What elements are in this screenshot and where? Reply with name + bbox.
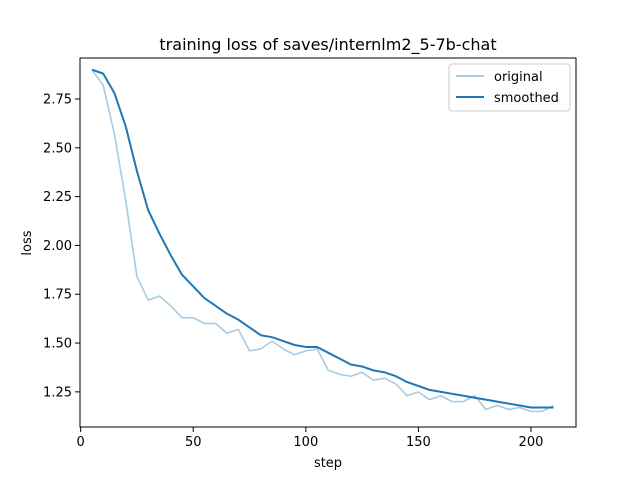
y-axis-ticks: 1.25 1.50 1.75 2.00 2.25 2.50 2.75	[43, 93, 80, 400]
y-axis-label: loss	[20, 230, 35, 255]
y-tick-label: 2.50	[43, 141, 72, 156]
legend: original smoothed	[448, 63, 571, 112]
x-tick-label: 100	[293, 435, 318, 450]
x-tick-label: 200	[519, 435, 544, 450]
y-tick-label: 1.75	[43, 288, 72, 303]
y-tick-label: 1.25	[43, 385, 72, 400]
legend-label-smoothed: smoothed	[494, 91, 559, 106]
plot-frame	[79, 57, 577, 428]
x-axis-ticks: 0 50 100 150 200	[77, 427, 544, 450]
legend-label-original: original	[494, 70, 543, 85]
y-tick-label: 2.25	[43, 190, 72, 205]
series-line-smoothed	[91, 68, 554, 409]
x-tick-label: 0	[77, 435, 85, 450]
y-tick-label: 1.50	[43, 337, 72, 352]
x-tick-label: 150	[406, 435, 431, 450]
y-tick-label: 2.00	[43, 239, 72, 254]
chart-title: training loss of saves/internlm2_5-7b-ch…	[159, 35, 496, 55]
plot-lines	[91, 68, 554, 413]
x-axis-label: step	[314, 456, 342, 471]
x-tick-label: 50	[185, 435, 202, 450]
y-tick-label: 2.75	[43, 93, 72, 108]
